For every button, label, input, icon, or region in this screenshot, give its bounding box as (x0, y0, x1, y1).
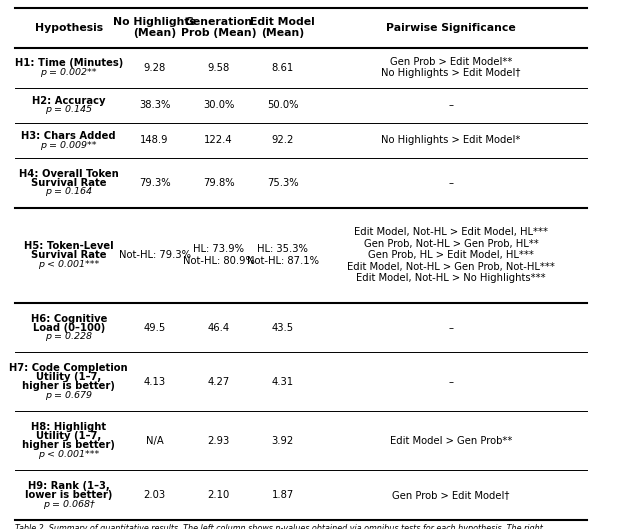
Text: –: – (449, 100, 453, 110)
Text: –: – (449, 377, 453, 387)
Text: H4: Overall Token: H4: Overall Token (19, 169, 118, 179)
Text: 9.58: 9.58 (207, 62, 230, 72)
Text: –: – (449, 323, 453, 333)
Text: Edit Model, Not-HL > Edit Model, HL***
Gen Prob, Not-HL > Gen Prob, HL**
Gen Pro: Edit Model, Not-HL > Edit Model, HL*** G… (347, 227, 555, 284)
Text: Generation
Prob (Mean): Generation Prob (Mean) (181, 17, 257, 39)
Text: p = 0.068†: p = 0.068† (43, 500, 95, 509)
Text: p = 0.002**: p = 0.002** (40, 68, 97, 77)
Text: Utility (1–7,: Utility (1–7, (36, 372, 101, 382)
Text: 4.31: 4.31 (271, 377, 294, 387)
Text: HL: 35.3%
Not-HL: 87.1%: HL: 35.3% Not-HL: 87.1% (247, 244, 319, 266)
Text: H6: Cognitive: H6: Cognitive (31, 314, 107, 324)
Text: H5: Token-Level: H5: Token-Level (24, 241, 113, 251)
Text: p = 0.145: p = 0.145 (45, 105, 92, 114)
Text: –: – (449, 178, 453, 188)
Text: Utility (1–7,: Utility (1–7, (36, 432, 101, 441)
Text: lower is better): lower is better) (25, 490, 113, 500)
Text: 2.93: 2.93 (207, 436, 230, 446)
Text: HL: 73.9%
Not-HL: 80.9%: HL: 73.9% Not-HL: 80.9% (182, 244, 255, 266)
Text: 30.0%: 30.0% (203, 100, 234, 110)
Text: Table 2. Summary of quantitative results. The left column shows p-values obtaine: Table 2. Summary of quantitative results… (15, 524, 550, 529)
Text: 2.03: 2.03 (143, 490, 166, 500)
Text: 43.5: 43.5 (271, 323, 294, 333)
Text: Gen Prob > Edit Model†: Gen Prob > Edit Model† (392, 490, 509, 500)
Text: H2: Accuracy: H2: Accuracy (32, 96, 106, 106)
Text: Edit Model
(Mean): Edit Model (Mean) (250, 17, 315, 39)
Text: Survival Rate: Survival Rate (31, 250, 106, 260)
Text: 50.0%: 50.0% (267, 100, 298, 110)
Text: p = 0.009**: p = 0.009** (40, 141, 97, 150)
Text: No Highlights
(Mean): No Highlights (Mean) (113, 17, 196, 39)
Text: H8: Highlight: H8: Highlight (31, 422, 106, 432)
Text: 2.10: 2.10 (207, 490, 230, 500)
Text: N/A: N/A (146, 436, 163, 446)
Text: Edit Model > Gen Prob**: Edit Model > Gen Prob** (390, 436, 512, 446)
Text: p < 0.001***: p < 0.001*** (38, 450, 99, 459)
Text: 3.92: 3.92 (271, 436, 294, 446)
Text: 148.9: 148.9 (140, 135, 169, 145)
Text: higher is better): higher is better) (22, 441, 115, 451)
Text: 9.28: 9.28 (143, 62, 166, 72)
Text: H1: Time (Minutes): H1: Time (Minutes) (15, 58, 123, 68)
Text: 4.13: 4.13 (143, 377, 166, 387)
Text: H9: Rank (1–3,: H9: Rank (1–3, (28, 481, 109, 491)
Text: Pairwise Significance: Pairwise Significance (386, 23, 516, 33)
Text: p < 0.001***: p < 0.001*** (38, 260, 99, 269)
Text: p = 0.679: p = 0.679 (45, 391, 92, 400)
Text: H7: Code Completion: H7: Code Completion (10, 363, 128, 373)
Text: p = 0.164: p = 0.164 (45, 187, 92, 196)
Text: 49.5: 49.5 (143, 323, 166, 333)
Text: Survival Rate: Survival Rate (31, 178, 106, 188)
Text: 4.27: 4.27 (207, 377, 230, 387)
Text: 38.3%: 38.3% (139, 100, 170, 110)
Text: 1.87: 1.87 (271, 490, 294, 500)
Text: Hypothesis: Hypothesis (35, 23, 103, 33)
Text: Not-HL: 79.3%: Not-HL: 79.3% (118, 250, 191, 260)
Text: 79.8%: 79.8% (203, 178, 234, 188)
Text: 79.3%: 79.3% (139, 178, 170, 188)
Text: 46.4: 46.4 (207, 323, 230, 333)
Text: No Highlights > Edit Model*: No Highlights > Edit Model* (381, 135, 520, 145)
Text: 75.3%: 75.3% (267, 178, 298, 188)
Text: 92.2: 92.2 (271, 135, 294, 145)
Text: higher is better): higher is better) (22, 381, 115, 391)
Text: 8.61: 8.61 (271, 62, 294, 72)
Text: H3: Chars Added: H3: Chars Added (22, 131, 116, 141)
Text: p = 0.228: p = 0.228 (45, 332, 92, 341)
Text: Load (0–100): Load (0–100) (33, 323, 105, 333)
Text: 122.4: 122.4 (204, 135, 233, 145)
Text: Gen Prob > Edit Model**
No Highlights > Edit Model†: Gen Prob > Edit Model** No Highlights > … (381, 57, 521, 78)
